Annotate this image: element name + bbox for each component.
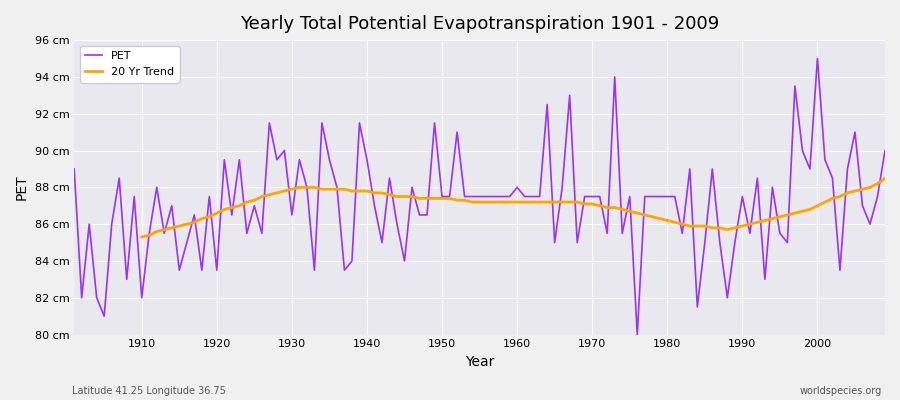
20 Yr Trend bbox=[580, 202, 590, 206]
PET bbox=[294, 157, 305, 162]
Text: worldspecies.org: worldspecies.org bbox=[800, 386, 882, 396]
X-axis label: Year: Year bbox=[465, 355, 494, 369]
PET bbox=[602, 231, 613, 236]
20 Yr Trend bbox=[820, 200, 831, 204]
Y-axis label: PET: PET bbox=[15, 174, 29, 200]
PET bbox=[512, 185, 523, 190]
20 Yr Trend bbox=[879, 176, 890, 180]
PET bbox=[68, 166, 79, 171]
Title: Yearly Total Potential Evapotranspiration 1901 - 2009: Yearly Total Potential Evapotranspiratio… bbox=[240, 15, 719, 33]
Line: PET: PET bbox=[74, 58, 885, 334]
20 Yr Trend bbox=[136, 235, 147, 240]
PET bbox=[812, 56, 823, 61]
Text: Latitude 41.25 Longitude 36.75: Latitude 41.25 Longitude 36.75 bbox=[72, 386, 226, 396]
20 Yr Trend bbox=[519, 200, 530, 204]
PET bbox=[879, 148, 890, 153]
PET bbox=[632, 332, 643, 337]
Legend: PET, 20 Yr Trend: PET, 20 Yr Trend bbox=[80, 46, 179, 82]
20 Yr Trend bbox=[842, 190, 853, 195]
PET bbox=[339, 268, 350, 272]
20 Yr Trend bbox=[309, 185, 320, 190]
20 Yr Trend bbox=[279, 189, 290, 194]
Line: 20 Yr Trend: 20 Yr Trend bbox=[141, 178, 885, 237]
PET bbox=[129, 194, 140, 199]
PET bbox=[504, 194, 515, 199]
